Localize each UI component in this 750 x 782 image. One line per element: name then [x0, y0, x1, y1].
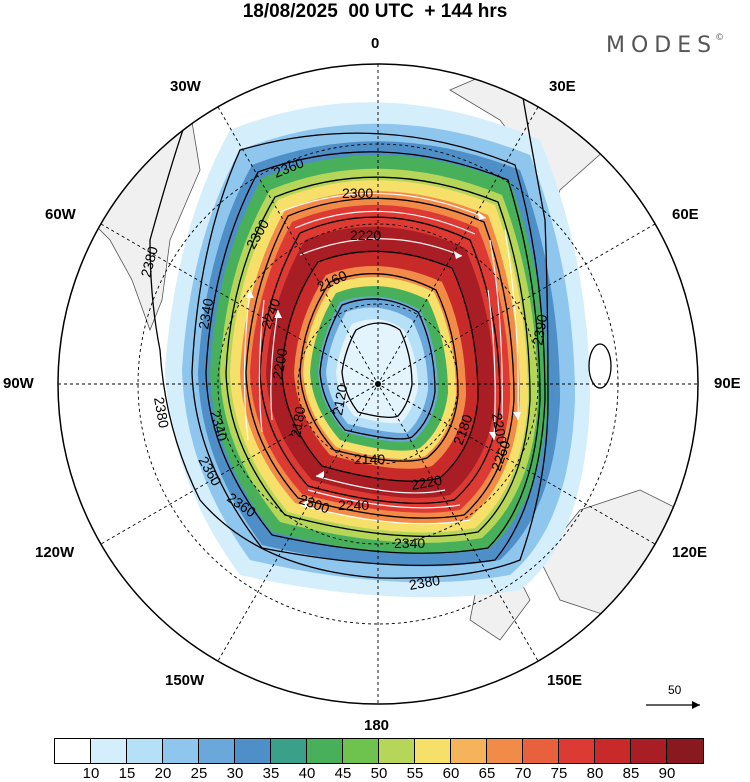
contour-label: 2180	[287, 405, 308, 439]
colorbar-tick-label: 65	[478, 765, 496, 782]
colorbar-tick-label: 90	[658, 765, 676, 782]
contour-label: 2380	[137, 244, 161, 278]
colorbar-cell	[235, 739, 271, 763]
contour-2180	[281, 250, 479, 482]
colorbar-tick-label: 25	[190, 765, 208, 782]
wind-shading	[165, 102, 590, 598]
vector-reference-arrow	[646, 701, 700, 709]
lon-label-90w: 90W	[3, 375, 34, 392]
colorbar-tick-label: 45	[334, 765, 352, 782]
polar-map: 2360 2380 2380 2340 2300 2220 2300 2240 …	[57, 63, 700, 709]
contour-label: 2140	[354, 451, 385, 467]
contour-label: 2200	[269, 347, 290, 381]
colorbar-ticks: 10 15 20 25 30 35 40 45 50 55 60 65 70 75 80 85 90	[0, 766, 750, 782]
lon-label-150e: 150E	[547, 672, 583, 689]
colorbar-cell	[55, 739, 91, 763]
colorbar-tick-label: 50	[370, 765, 388, 782]
lon-label-120e: 120E	[672, 544, 708, 561]
colorbar-cell	[487, 739, 523, 763]
colorbar-cell	[271, 739, 307, 763]
contour-label: 2380	[151, 396, 172, 430]
south-pole-dot	[375, 381, 381, 387]
colorbar-cell	[523, 739, 559, 763]
colorbar-cell	[559, 739, 595, 763]
contour-label: 2340	[207, 409, 231, 443]
contour-2160	[299, 273, 459, 462]
colorbar-cell	[415, 739, 451, 763]
contour-2380	[149, 79, 549, 579]
colorbar-tick-label: 30	[226, 765, 244, 782]
lon-label-120w: 120W	[35, 544, 75, 561]
colorbar-tick-label: 85	[622, 765, 640, 782]
colorbar-tick-label: 80	[586, 765, 604, 782]
vector-reference-label: 50	[668, 683, 682, 697]
lon-label-30e: 30E	[549, 78, 576, 95]
lon-label-180: 180	[364, 717, 390, 734]
colorbar-cell	[595, 739, 631, 763]
colorbar-tick-label: 20	[154, 765, 172, 782]
contour-label: 2220	[410, 472, 444, 493]
lon-label-150w: 150W	[165, 672, 205, 689]
colorbar-tick-label: 60	[442, 765, 460, 782]
colorbar-tick-label: 75	[550, 765, 568, 782]
colorbar-tick-label: 15	[118, 765, 136, 782]
colorbar-cell	[343, 739, 379, 763]
contour-label: 2340	[394, 535, 425, 551]
contour-2300	[225, 176, 531, 537]
colorbar-tick-label: 10	[82, 765, 100, 782]
contour-2260	[245, 197, 515, 519]
map-boundary	[57, 63, 699, 705]
logo-mark: ©	[715, 33, 725, 43]
colorbar-cell	[199, 739, 235, 763]
contour-2120	[341, 322, 413, 418]
colorbar-tick-label: 70	[514, 765, 532, 782]
band-10-inner	[336, 319, 418, 424]
lon-label-30w: 30W	[170, 78, 201, 95]
contour-label: 2380	[408, 572, 442, 593]
colorbar-cell	[379, 739, 415, 763]
contour-label: 2240	[338, 497, 369, 513]
contour-2340	[205, 151, 541, 554]
contour-label: 2300	[342, 185, 373, 201]
lon-label-90e: 90E	[714, 375, 741, 392]
lon-label-60w: 60W	[45, 206, 76, 223]
contour-2360	[191, 132, 546, 566]
colorbar-cell	[631, 739, 667, 763]
colorbar-tick-label: 40	[298, 765, 316, 782]
map-title: 18/08/2025 00 UTC + 144 hrs	[242, 1, 508, 22]
colorbar	[54, 738, 704, 764]
colorbar-tick-label: 55	[406, 765, 424, 782]
modes-logo: MODES©	[606, 33, 724, 58]
colorbar-cell	[91, 739, 127, 763]
colorbar-cell	[163, 739, 199, 763]
contour-2390	[588, 343, 612, 389]
colorbar-tick-label: 35	[262, 765, 280, 782]
colorbar-cell	[451, 739, 487, 763]
contour-label: 2340	[195, 297, 216, 331]
colorbar-cell	[667, 739, 703, 763]
contour-2140	[319, 298, 436, 440]
logo-text: MODES	[606, 33, 718, 58]
contour-label: 2390	[529, 313, 550, 347]
colorbar-cell	[127, 739, 163, 763]
arrowheads	[246, 212, 521, 508]
lon-label-0: 0	[371, 35, 380, 52]
colorbar-cell	[307, 739, 343, 763]
contour-label: 2220	[350, 227, 381, 243]
contour-label: 2120	[329, 383, 350, 417]
contour-label: 2200	[489, 412, 510, 446]
wind-vectors	[243, 192, 519, 525]
lon-label-60e: 60E	[672, 206, 699, 223]
